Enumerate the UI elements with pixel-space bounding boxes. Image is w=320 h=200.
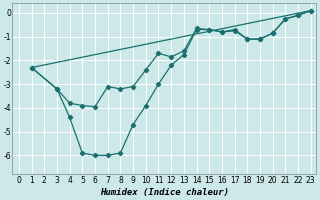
X-axis label: Humidex (Indice chaleur): Humidex (Indice chaleur) — [100, 188, 229, 197]
